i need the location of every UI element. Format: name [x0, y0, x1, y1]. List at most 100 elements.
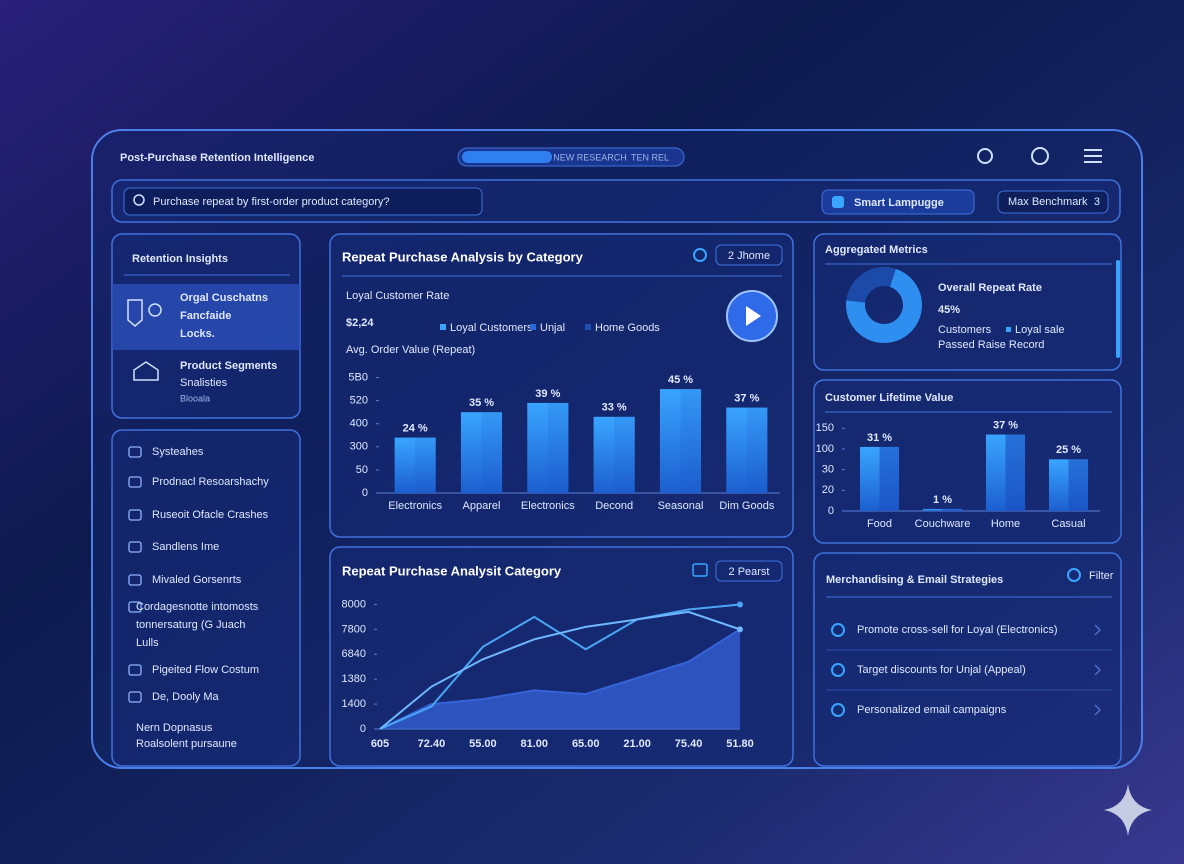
insight-icon [127, 299, 143, 327]
x-tick-label: 81.00 [521, 738, 549, 750]
nav-item[interactable]: Sandlens Ime [152, 541, 219, 553]
insight-line[interactable]: Snalisties [180, 377, 228, 389]
metric-title: Overall Repeat Rate [938, 282, 1042, 294]
insight-line[interactable]: Fancfaide [180, 310, 231, 322]
strategies-panel [813, 552, 1122, 767]
value-label: 25 % [1056, 444, 1081, 456]
nav-icon [128, 541, 142, 553]
x-tick-label: 75.40 [675, 738, 703, 750]
bar-shade [415, 437, 436, 493]
chevron [1094, 624, 1102, 636]
tab[interactable]: TEN REL [631, 152, 669, 162]
legend-swatch [1006, 327, 1011, 332]
bar-shade [879, 446, 900, 511]
panel-title: Merchandising & Email Strategies [826, 574, 1003, 586]
chart-button[interactable] [715, 560, 783, 582]
bar [527, 402, 569, 493]
search-query[interactable]: Purchase repeat by first-order product c… [153, 196, 390, 208]
chart-icon[interactable] [693, 248, 707, 262]
nav-item[interactable]: Nern Dopnasus [136, 722, 213, 734]
chart-button-label[interactable]: 2 Pearst [729, 566, 770, 578]
nav-icon [128, 691, 142, 703]
panel-title: Retention Insights [132, 253, 228, 265]
nav-item[interactable]: Ruseoit Ofacle Crashes [152, 509, 269, 521]
bar-shade [1068, 459, 1089, 511]
value-label: 37 % [734, 392, 759, 404]
area [380, 629, 740, 729]
value-label: 39 % [535, 388, 560, 400]
nav-icon [128, 601, 142, 613]
y-tick-label: 8000 [342, 598, 366, 610]
nav-icon [128, 509, 142, 521]
nav-item[interactable]: Roalsolent pursaune [136, 738, 237, 750]
chart-button-label[interactable]: 2 Jhome [728, 250, 770, 262]
chart-title: Repeat Purchase Analysit Category [342, 563, 562, 578]
bar [460, 412, 503, 493]
line-end-dot [737, 626, 743, 633]
menu-icon[interactable] [1084, 149, 1102, 163]
strategy-icon [831, 623, 845, 637]
nav-item[interactable]: Pigeited Flow Costum [152, 664, 259, 676]
legend-swatch [440, 324, 446, 330]
chart-icon[interactable] [692, 563, 708, 577]
strategy-item[interactable]: Target discounts for Unjal (Appeal) [857, 664, 1026, 676]
y-tick-label: 0 [828, 505, 834, 517]
strategy-item[interactable]: Promote cross-sell for Loyal (Electronic… [857, 624, 1058, 636]
kpi-sub: Avg. Order Value (Repeat) [346, 344, 475, 356]
nav-item[interactable]: Mivaled Gorsenrts [152, 574, 242, 586]
legend-label: Loyal sale [1015, 324, 1065, 336]
y-tick-label: 30 [822, 464, 834, 476]
insight-icon [148, 303, 162, 317]
insight-line[interactable]: Orgal Cuschatns [180, 292, 268, 304]
legend-swatch [530, 324, 536, 330]
value-label: 24 % [403, 422, 428, 434]
x-tick-label: Dim Goods [719, 500, 775, 512]
line [379, 610, 741, 730]
x-tick-label: 605 [371, 738, 389, 750]
smart-button[interactable] [821, 189, 975, 215]
x-tick-label: Couchware [915, 518, 971, 530]
nav-item[interactable]: Cordagesnotte intomosts [136, 601, 259, 613]
x-tick-label: 55.00 [469, 738, 497, 750]
filter-icon[interactable] [1067, 568, 1081, 582]
insight-line[interactable]: Locks. [180, 328, 215, 340]
app-title: Post-Purchase Retention Intelligence [120, 152, 314, 164]
settings-icon[interactable] [977, 148, 993, 164]
search-input[interactable] [123, 187, 483, 216]
profile-icon[interactable] [1031, 147, 1049, 165]
nav-icon [128, 574, 142, 586]
insight-line[interactable]: Product Segments [180, 360, 277, 372]
bar-shade [614, 416, 635, 493]
chart-button[interactable] [715, 244, 783, 266]
nav-icon [128, 664, 142, 676]
strategy-item[interactable]: Personalized email campaigns [857, 704, 1007, 716]
panel-title: Aggregated Metrics [825, 244, 928, 256]
bar-shade [547, 402, 569, 493]
nav-icon [128, 446, 142, 458]
selector-label[interactable]: Max Benchmark [1008, 196, 1088, 208]
x-tick-label: 21.00 [623, 738, 651, 750]
x-tick-label: Electronics [388, 500, 442, 512]
selector[interactable] [997, 190, 1109, 214]
insight-active[interactable] [112, 284, 300, 350]
scrollbar[interactable] [1116, 260, 1120, 358]
filter-label[interactable]: Filter [1089, 570, 1114, 582]
strategy-icon [831, 663, 845, 677]
sparkle-icon [1104, 784, 1152, 836]
smart-button-label[interactable]: Smart Lampugge [854, 197, 944, 209]
tab[interactable]: NEW RESEARCH [553, 152, 627, 162]
bar [659, 389, 702, 493]
nav-item[interactable]: De, Dooly Ma [152, 691, 220, 703]
nav-item[interactable]: Lulls [136, 637, 159, 649]
value-label: 45 % [668, 374, 693, 386]
donut-segment [846, 267, 896, 303]
value-label: 1 % [933, 494, 952, 506]
y-tick-label: 1400 [342, 698, 366, 710]
nav-item[interactable]: tonnersaturg (G Juach [136, 619, 245, 631]
insight-line[interactable]: Blooala [180, 393, 210, 403]
nav-item[interactable]: Prodnacl Resoarshachy [152, 476, 269, 488]
kpi-value: $2,24 [346, 317, 374, 329]
legend-swatch [585, 324, 591, 330]
nav-item[interactable]: Systeahes [152, 446, 204, 458]
y-tick-label: 0 [362, 487, 368, 499]
